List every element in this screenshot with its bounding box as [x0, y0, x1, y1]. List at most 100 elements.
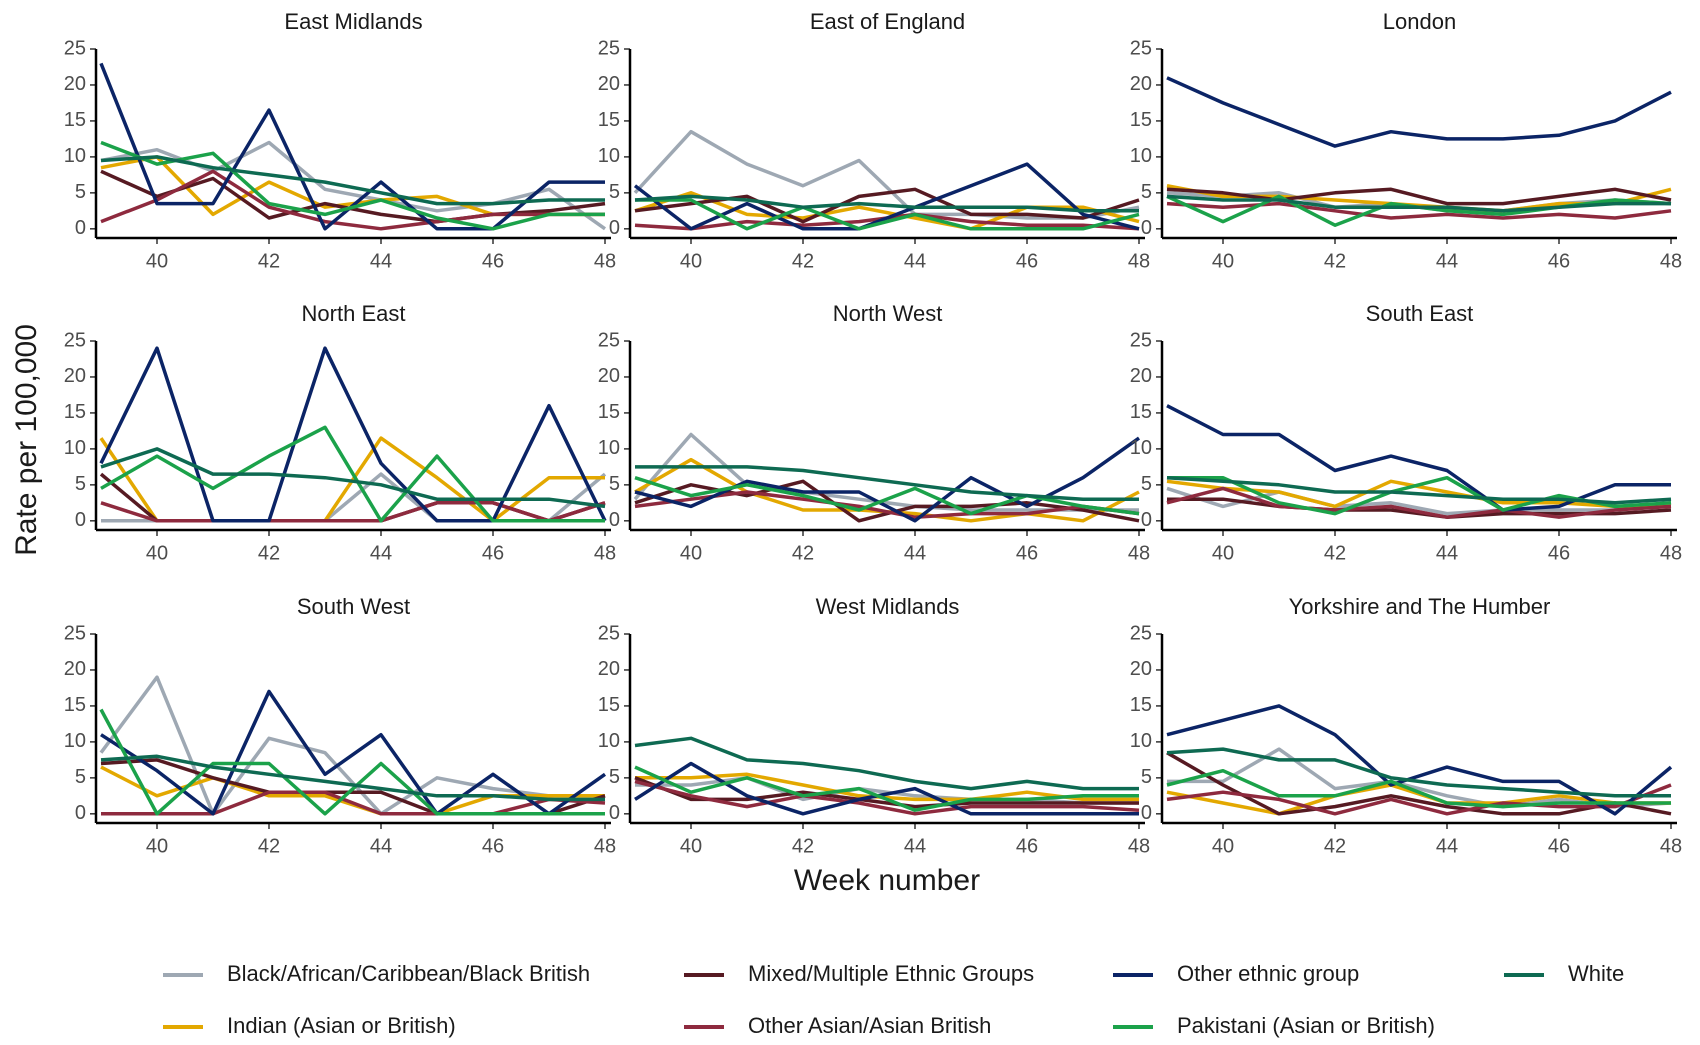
x-tick-label: 44: [370, 835, 392, 857]
legend-label: Pakistani (Asian or British): [1177, 1013, 1435, 1038]
y-tick-label: 10: [64, 145, 86, 167]
x-tick-label: 40: [680, 542, 702, 564]
y-tick-label: 25: [1130, 329, 1152, 351]
y-tick-label: 20: [64, 658, 86, 680]
y-tick-label: 0: [609, 217, 620, 239]
series-line: [99, 708, 605, 816]
series-line: [634, 187, 1140, 224]
y-tick-label: 20: [598, 73, 620, 95]
y-tick-label: 20: [1130, 73, 1152, 95]
y-tick-label: 25: [598, 622, 620, 644]
y-tick-label: 25: [598, 329, 620, 351]
series-line: [100, 425, 605, 523]
series-line: [100, 754, 605, 802]
y-tick-label: 15: [64, 694, 86, 716]
series-line: [1166, 751, 1672, 816]
x-tick-label: 46: [482, 542, 504, 564]
y-tick-label: 20: [64, 73, 86, 95]
y-tick-label: 15: [598, 109, 620, 131]
series-line: [100, 140, 607, 231]
series-line: [1166, 486, 1672, 519]
x-tick-label: 44: [904, 835, 926, 857]
x-tick-label: 48: [1660, 835, 1682, 857]
panel-title: East of England: [810, 9, 965, 34]
y-tick-label: 0: [1141, 509, 1152, 531]
y-tick-label: 20: [1130, 658, 1152, 680]
legend-label: White: [1568, 961, 1624, 986]
x-tick-label: 48: [1128, 542, 1150, 564]
series-line: [100, 140, 605, 231]
series-line: [100, 689, 607, 816]
series-line: [635, 198, 1140, 231]
series-line: [1166, 475, 1672, 505]
x-tick-label: 46: [1548, 542, 1570, 564]
y-tick-label: 25: [64, 329, 86, 351]
panel-title: North East: [302, 301, 406, 326]
legend-label: Mixed/Multiple Ethnic Groups: [748, 961, 1034, 986]
y-tick-label: 15: [1130, 109, 1152, 131]
x-tick-label: 44: [904, 542, 926, 564]
x-axis-title: Week number: [794, 864, 980, 897]
x-tick-label: 40: [680, 835, 702, 857]
x-tick-label: 42: [1324, 835, 1346, 857]
x-tick-label: 42: [258, 542, 280, 564]
y-tick-label: 0: [75, 509, 86, 531]
y-tick-label: 5: [75, 473, 86, 495]
x-tick-label: 46: [1548, 835, 1570, 857]
x-tick-label: 46: [482, 250, 504, 272]
y-tick-label: 10: [64, 437, 86, 459]
x-tick-label: 44: [1436, 835, 1458, 857]
x-tick-label: 44: [370, 250, 392, 272]
series-line: [1166, 768, 1671, 809]
y-tick-label: 10: [598, 730, 620, 752]
y-tick-label: 15: [598, 694, 620, 716]
y-tick-label: 20: [598, 365, 620, 387]
series-line: [1166, 747, 1671, 798]
y-tick-label: 10: [1130, 437, 1152, 459]
series-line: [99, 436, 605, 523]
y-tick-label: 10: [598, 437, 620, 459]
y-tick-label: 25: [1130, 622, 1152, 644]
y-tick-label: 20: [1130, 365, 1152, 387]
x-tick-label: 42: [792, 835, 814, 857]
y-tick-label: 5: [1141, 766, 1152, 788]
x-tick-label: 48: [1128, 250, 1150, 272]
x-tick-label: 48: [1660, 250, 1682, 272]
series-line: [100, 155, 605, 206]
series-line: [1166, 76, 1672, 148]
x-tick-label: 42: [1324, 542, 1346, 564]
x-tick-label: 46: [1016, 542, 1038, 564]
x-tick-label: 40: [680, 250, 702, 272]
legend-label: Indian (Asian or British): [227, 1013, 456, 1038]
x-tick-label: 40: [146, 542, 168, 564]
x-tick-label: 40: [1212, 542, 1234, 564]
y-tick-label: 0: [1141, 217, 1152, 239]
series-line: [634, 765, 1139, 812]
x-tick-label: 40: [1212, 250, 1234, 272]
panel-title: East Midlands: [284, 9, 422, 34]
series-line: [1166, 201, 1672, 220]
x-tick-label: 42: [792, 542, 814, 564]
x-tick-label: 48: [1660, 542, 1682, 564]
series-line: [99, 62, 605, 231]
series-line: [1166, 704, 1673, 816]
series-line: [634, 194, 1139, 213]
y-tick-label: 15: [1130, 694, 1152, 716]
x-tick-label: 42: [792, 250, 814, 272]
panel-title: Yorkshire and The Humber: [1289, 594, 1551, 619]
y-tick-label: 20: [64, 365, 86, 387]
series-line: [634, 436, 1141, 523]
series-line: [100, 447, 606, 509]
y-tick-label: 15: [64, 109, 86, 131]
y-tick-label: 5: [609, 766, 620, 788]
y-tick-label: 0: [609, 509, 620, 531]
legend-label: Other Asian/Asian British: [748, 1013, 991, 1038]
y-tick-label: 5: [1141, 181, 1152, 203]
y-tick-label: 15: [1130, 401, 1152, 423]
series-line: [1166, 187, 1672, 206]
series-line: [634, 191, 1140, 231]
y-tick-label: 0: [75, 217, 86, 239]
panel-title: North West: [833, 301, 943, 326]
series-line: [634, 779, 1140, 816]
